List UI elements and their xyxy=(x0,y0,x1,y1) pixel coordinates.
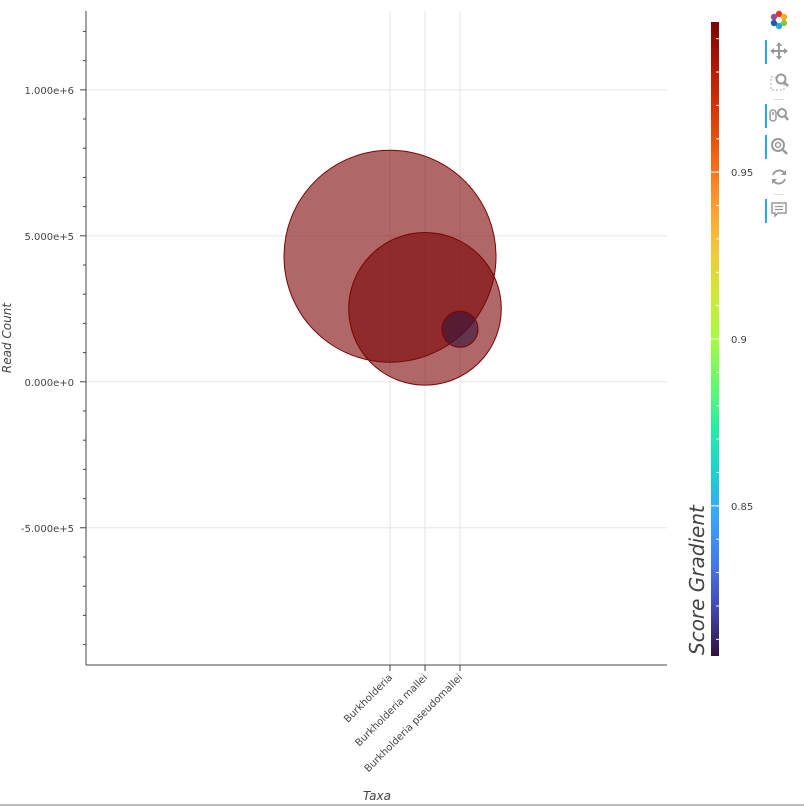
y-axis-title: Read Count xyxy=(0,302,14,373)
box-zoom-tool[interactable] xyxy=(762,68,796,98)
data-point-3[interactable] xyxy=(441,310,479,348)
colorbar-ticks: 0.85 0.9 0.95 xyxy=(711,38,753,640)
zoom-in-icon xyxy=(771,138,788,155)
colorbar-tick-label: 0.9 xyxy=(731,335,747,346)
y-tick-label: 0.000e+0 xyxy=(24,378,74,389)
y-tick-label: -5.000e+5 xyxy=(21,524,74,535)
box-zoom-icon xyxy=(770,73,789,91)
colorbar-tick-label: 0.95 xyxy=(731,168,753,179)
toolbar xyxy=(762,6,796,227)
wheel-zoom-icon xyxy=(769,108,789,122)
y-tick-label: 5.000e+5 xyxy=(24,232,74,243)
y-tick-label: 1.000e+6 xyxy=(24,86,74,97)
wheel-zoom-tool[interactable] xyxy=(762,101,796,131)
pan-tool[interactable] xyxy=(762,37,796,67)
pan-icon xyxy=(770,42,788,60)
zoom-in-tool[interactable] xyxy=(762,132,796,162)
bokeh-logo[interactable] xyxy=(762,6,796,36)
reset-tool[interactable] xyxy=(762,163,796,193)
colorbar-title: Score Gradient xyxy=(685,504,709,655)
axes xyxy=(85,11,667,666)
data-point-2[interactable] xyxy=(348,231,502,386)
bottom-border xyxy=(0,804,804,806)
hover-tool[interactable] xyxy=(762,196,796,226)
x-axis-title: Taxa xyxy=(363,789,391,803)
y-ticks: 1.000e+6 5.000e+5 0.000e+0 -5.000e+5 xyxy=(21,30,86,646)
reset-icon xyxy=(772,169,786,185)
data-points xyxy=(283,149,502,386)
colorbar-tick-label: 0.85 xyxy=(731,502,753,513)
hover-icon xyxy=(771,202,787,218)
